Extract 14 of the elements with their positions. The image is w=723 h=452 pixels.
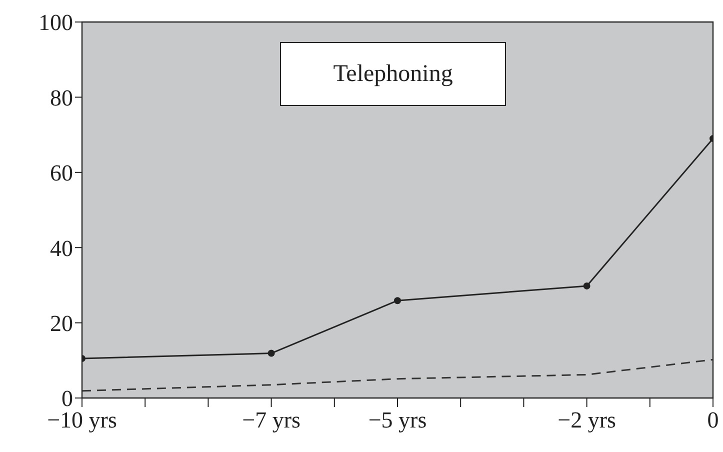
point: [394, 297, 401, 304]
line-series: [82, 358, 713, 392]
x-tick-label: −7 yrs: [242, 407, 301, 432]
x-tick-label: 0: [707, 407, 719, 432]
x-tick-label: −2 yrs: [558, 407, 616, 432]
y-tick-label: 80: [50, 85, 73, 110]
y-tick-label: 60: [50, 160, 73, 186]
y-tick-label: 40: [50, 236, 73, 261]
y-tick-label: 20: [50, 310, 73, 336]
y-tick-label: 100: [38, 10, 73, 36]
x-tick-label: −5 yrs: [368, 407, 427, 432]
point: [268, 350, 275, 357]
point: [583, 282, 590, 290]
title-frame: Telephoning: [280, 42, 506, 106]
